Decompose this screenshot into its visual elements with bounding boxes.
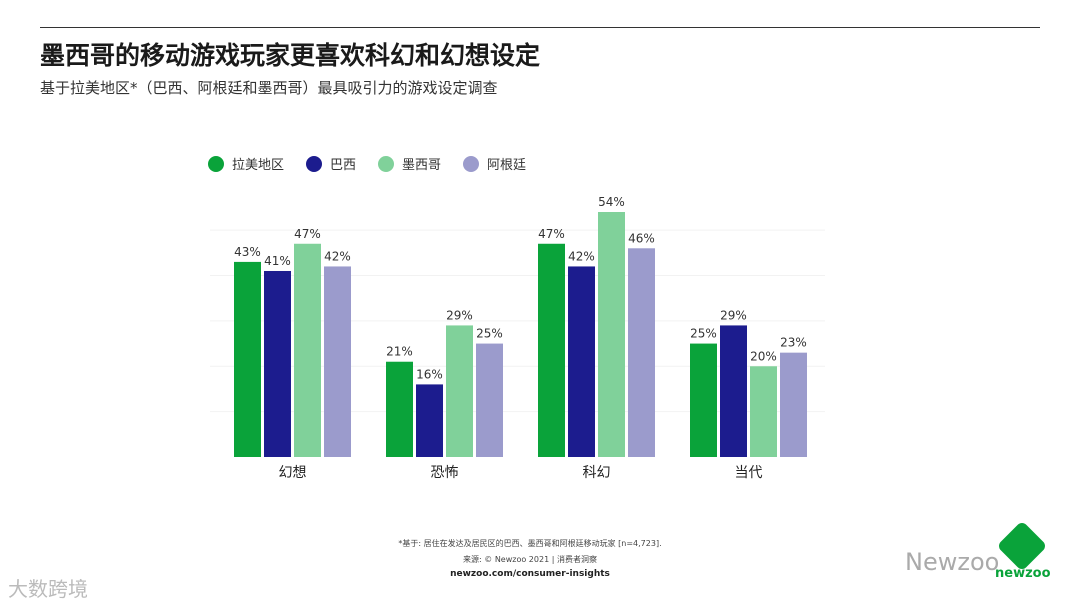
bar	[538, 243, 565, 457]
bar	[264, 270, 291, 457]
page-title: 墨西哥的移动游戏玩家更喜欢科幻和幻想设定	[40, 41, 541, 70]
legend-swatch	[306, 155, 323, 172]
page-subtitle: 基于拉美地区*（巴西、阿根廷和墨西哥）最具吸引力的游戏设定调查	[40, 79, 498, 97]
bar	[234, 261, 261, 457]
newzoo-logo-text: newzoo	[995, 566, 1051, 581]
data-label: 46%	[628, 231, 655, 245]
data-label: 23%	[780, 336, 807, 350]
data-label: 29%	[446, 308, 473, 322]
x-tick-label: 当代	[735, 465, 763, 481]
legend-swatch	[378, 155, 395, 172]
legend-label: 阿根廷	[487, 158, 527, 173]
newzoo-logo: newzoo	[995, 520, 1051, 581]
legend-swatch	[208, 155, 224, 172]
data-label: 42%	[568, 249, 595, 263]
footnote: *基于: 居住在发达及居民区的巴西、墨西哥和阿根廷移动玩家 [n=4,723].	[398, 539, 662, 548]
bar	[628, 248, 655, 457]
bar	[416, 384, 443, 457]
bar	[720, 325, 747, 457]
bar	[780, 352, 807, 457]
legend-label: 墨西哥	[402, 158, 442, 173]
data-label: 20%	[750, 349, 777, 363]
top-rule	[40, 27, 1040, 28]
legend-item: 墨西哥	[378, 154, 441, 173]
legend-swatch	[463, 155, 480, 172]
legend-item: 巴西	[306, 154, 356, 173]
data-label: 43%	[234, 245, 261, 259]
watermark-right: Newzoo	[905, 548, 1000, 576]
legend: 拉美地区 巴西 墨西哥 阿根廷	[208, 154, 526, 173]
data-label: 29%	[720, 308, 747, 322]
data-label: 41%	[264, 254, 291, 268]
bar	[690, 343, 717, 457]
data-label: 47%	[294, 227, 321, 241]
watermark-left: 大数跨境	[8, 577, 88, 601]
legend-item: 拉美地区	[208, 154, 284, 173]
legend-label: 巴西	[330, 158, 357, 173]
bar	[598, 212, 625, 457]
data-label: 16%	[416, 367, 443, 381]
bar	[294, 243, 321, 457]
data-label: 42%	[324, 249, 351, 263]
legend-label: 拉美地区	[232, 158, 285, 173]
bar	[324, 266, 351, 457]
data-label: 21%	[386, 345, 413, 359]
x-tick-label: 幻想	[279, 465, 307, 481]
bar	[446, 325, 473, 457]
bar	[568, 266, 595, 457]
bar	[750, 366, 777, 457]
data-label: 54%	[598, 195, 625, 209]
x-tick-label: 科幻	[583, 465, 611, 481]
legend-item: 阿根廷	[463, 154, 526, 173]
source-url[interactable]: newzoo.com/consumer-insights	[450, 569, 610, 579]
bar	[476, 343, 503, 457]
data-label: 25%	[476, 327, 503, 341]
source-note: 来源: © Newzoo 2021 | 消费者洞察	[463, 555, 597, 564]
x-tick-label: 恐怖	[431, 464, 459, 481]
newzoo-logo-icon	[996, 520, 1048, 572]
data-label: 47%	[538, 227, 565, 241]
bar	[386, 361, 413, 457]
data-label: 25%	[690, 327, 717, 341]
